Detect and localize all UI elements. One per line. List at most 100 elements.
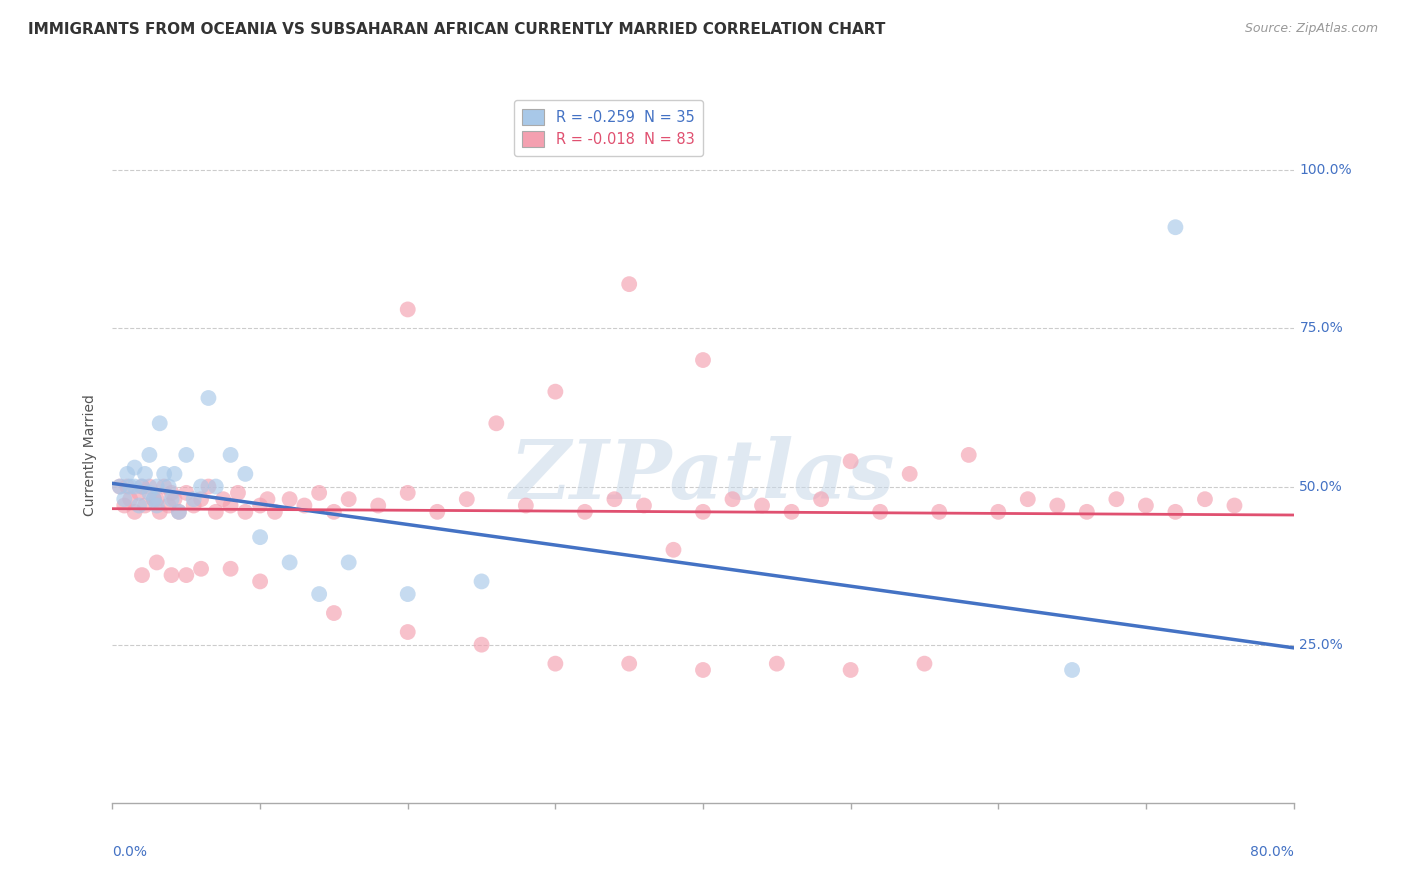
Point: [163, 492, 186, 507]
Point: [1135, 499, 1157, 513]
Point: [167, 505, 190, 519]
Text: 100.0%: 100.0%: [1299, 163, 1353, 178]
Point: [603, 492, 626, 507]
Point: [146, 479, 169, 493]
Point: [120, 492, 142, 507]
Point: [131, 568, 153, 582]
Point: [112, 492, 135, 507]
Y-axis label: Currently Married: Currently Married: [83, 394, 97, 516]
Point: [1194, 492, 1216, 507]
Point: [751, 499, 773, 513]
Point: [574, 505, 596, 519]
Point: [142, 492, 165, 507]
Point: [292, 499, 315, 513]
Text: ZIPatlas: ZIPatlas: [510, 436, 896, 516]
Point: [619, 277, 641, 292]
Text: 25.0%: 25.0%: [1299, 638, 1343, 652]
Point: [1062, 663, 1084, 677]
Point: [160, 568, 183, 582]
Point: [160, 492, 183, 507]
Point: [839, 454, 862, 468]
Point: [197, 391, 219, 405]
Point: [323, 606, 346, 620]
Point: [470, 638, 494, 652]
Point: [163, 467, 186, 481]
Point: [721, 492, 744, 507]
Point: [278, 556, 301, 570]
Point: [515, 499, 537, 513]
Point: [190, 492, 212, 507]
Point: [128, 486, 150, 500]
Point: [264, 505, 287, 519]
Point: [456, 492, 478, 507]
Point: [174, 486, 197, 500]
Point: [544, 657, 567, 671]
Point: [249, 499, 271, 513]
Point: [219, 499, 242, 513]
Point: [426, 505, 449, 519]
Point: [212, 492, 235, 507]
Point: [124, 479, 146, 493]
Point: [190, 479, 212, 493]
Point: [308, 486, 330, 500]
Text: 75.0%: 75.0%: [1299, 321, 1343, 335]
Point: [810, 492, 832, 507]
Point: [167, 505, 190, 519]
Point: [117, 467, 138, 481]
Point: [396, 625, 419, 640]
Point: [190, 562, 212, 576]
Point: [249, 530, 271, 544]
Point: [174, 448, 197, 462]
Point: [134, 467, 156, 481]
Point: [183, 492, 205, 507]
Point: [278, 492, 301, 507]
Point: [233, 505, 256, 519]
Point: [1164, 220, 1187, 235]
Point: [1017, 492, 1039, 507]
Point: [780, 505, 803, 519]
Point: [633, 499, 655, 513]
Point: [149, 505, 172, 519]
Point: [957, 448, 980, 462]
Text: Source: ZipAtlas.com: Source: ZipAtlas.com: [1244, 22, 1378, 36]
Point: [396, 587, 419, 601]
Point: [619, 657, 641, 671]
Point: [112, 499, 135, 513]
Point: [1164, 505, 1187, 519]
Point: [308, 587, 330, 601]
Point: [108, 479, 131, 493]
Point: [692, 663, 714, 677]
Point: [396, 486, 419, 500]
Point: [157, 499, 180, 513]
Point: [337, 492, 360, 507]
Point: [692, 353, 714, 368]
Point: [157, 479, 180, 493]
Point: [146, 556, 169, 570]
Text: IMMIGRANTS FROM OCEANIA VS SUBSAHARAN AFRICAN CURRENTLY MARRIED CORRELATION CHAR: IMMIGRANTS FROM OCEANIA VS SUBSAHARAN AF…: [28, 22, 886, 37]
Point: [898, 467, 921, 481]
Point: [1076, 505, 1098, 519]
Point: [367, 499, 389, 513]
Point: [766, 657, 789, 671]
Point: [197, 479, 219, 493]
Point: [323, 505, 346, 519]
Point: [174, 568, 197, 582]
Point: [470, 574, 494, 589]
Point: [131, 479, 153, 493]
Point: [256, 492, 278, 507]
Point: [544, 384, 567, 399]
Text: 80.0%: 80.0%: [1250, 845, 1294, 858]
Point: [138, 486, 160, 500]
Point: [153, 467, 176, 481]
Point: [233, 467, 256, 481]
Point: [124, 505, 146, 519]
Text: 50.0%: 50.0%: [1299, 480, 1343, 493]
Point: [108, 479, 131, 493]
Point: [153, 479, 176, 493]
Point: [120, 479, 142, 493]
Point: [1223, 499, 1246, 513]
Point: [138, 448, 160, 462]
Point: [869, 505, 891, 519]
Point: [149, 417, 172, 431]
Point: [249, 574, 271, 589]
